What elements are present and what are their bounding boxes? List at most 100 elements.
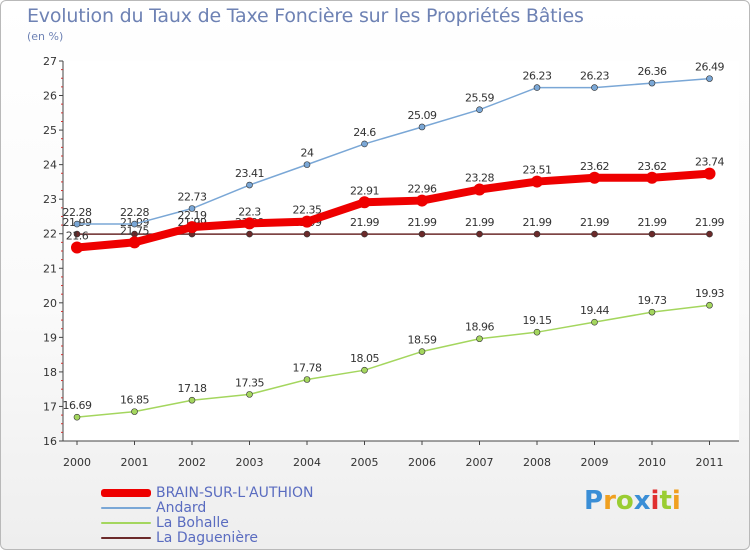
- data-label-andard: 25.59: [465, 92, 494, 105]
- data-label-andard: 26.36: [638, 65, 667, 78]
- series-line-la-bohalle: [76, 304, 711, 418]
- data-point-la-dagueni-re: [73, 230, 81, 238]
- logo-letter: P: [584, 486, 604, 516]
- data-label-brain-sur-l-authion: 23.28: [465, 172, 494, 185]
- data-label-andard: 23.41: [235, 167, 264, 180]
- data-point-la-bohalle: [131, 408, 138, 415]
- data-point-la-dagueni-re: [246, 230, 253, 238]
- data-point-brain-sur-l-authion: [186, 221, 198, 234]
- x-tick-label: 2010: [638, 456, 666, 469]
- data-label-andard: 26.23: [523, 70, 552, 83]
- plot-area: [63, 61, 739, 441]
- data-point-brain-sur-l-authion: [416, 194, 428, 207]
- data-label-brain-sur-l-authion: 22.19: [178, 209, 207, 222]
- data-point-brain-sur-l-authion: [301, 215, 313, 228]
- y-tick-label: 17: [43, 400, 57, 413]
- legend-label: BRAIN-SUR-L'AUTHION: [156, 485, 314, 501]
- data-label-andard: 22.28: [63, 206, 92, 219]
- data-point-la-bohalle: [73, 413, 81, 421]
- data-label-la-bohalle: 19.44: [580, 304, 609, 317]
- legend-swatch: [101, 489, 151, 497]
- y-tick-label: 19: [43, 331, 57, 344]
- data-point-la-bohalle: [188, 396, 196, 404]
- data-point-la-dagueni-re: [361, 230, 368, 238]
- proxiti-logo: Proxiti: [584, 486, 681, 516]
- data-label-la-bohalle: 16.85: [120, 394, 149, 407]
- data-label-la-bohalle: 17.35: [235, 376, 264, 389]
- x-tick-label: 2003: [236, 456, 264, 469]
- data-point-la-bohalle: [303, 376, 311, 383]
- data-label-andard: 22.28: [120, 206, 149, 219]
- data-point-la-bohalle: [476, 335, 483, 343]
- data-point-andard: [591, 84, 598, 91]
- logo-letter: i: [650, 486, 660, 516]
- data-label-brain-sur-l-authion: 23.51: [523, 164, 552, 177]
- series-line-brain-sur-l-authion: [73, 169, 714, 252]
- data-point-andard: [361, 140, 368, 148]
- data-point-la-dagueni-re: [533, 230, 541, 238]
- data-point-brain-sur-l-authion: [588, 171, 601, 184]
- data-point-la-bohalle: [591, 318, 598, 326]
- data-point-andard: [131, 220, 138, 228]
- data-label-la-bohalle: 17.78: [293, 362, 322, 375]
- data-label-la-bohalle: 16.69: [63, 399, 92, 412]
- data-point-andard: [648, 79, 656, 87]
- x-tick-label: 2007: [466, 456, 494, 469]
- logo-letter: r: [603, 486, 616, 516]
- data-point-la-bohalle: [361, 366, 368, 374]
- legend-swatch: [101, 522, 151, 524]
- data-point-brain-sur-l-authion: [703, 167, 716, 180]
- data-point-andard: [73, 220, 81, 228]
- y-tick-label: 26: [43, 90, 57, 103]
- logo-letter: t: [659, 486, 672, 516]
- data-label-andard: 22.73: [178, 191, 207, 204]
- data-point-brain-sur-l-authion: [646, 171, 658, 184]
- y-tick-label: 24: [43, 159, 57, 172]
- data-point-la-bohalle: [418, 348, 426, 355]
- chart-title: Evolution du Taux de Taxe Foncière sur l…: [27, 5, 584, 27]
- data-label-la-bohalle: 18.96: [465, 321, 494, 334]
- chart-subtitle: (en %): [27, 30, 64, 43]
- data-label-la-dagueni-re: 21.99: [523, 216, 552, 229]
- data-point-la-dagueni-re: [648, 230, 656, 238]
- y-tick-label: 18: [43, 366, 57, 379]
- data-label-brain-sur-l-authion: 22.35: [293, 204, 322, 217]
- data-point-la-bohalle: [246, 391, 253, 398]
- y-tick-label: 25: [43, 124, 57, 137]
- data-label-la-bohalle: 19.93: [695, 287, 724, 300]
- legend-swatch: [101, 507, 151, 509]
- data-point-andard: [533, 84, 541, 91]
- data-label-la-bohalle: 17.18: [178, 382, 207, 395]
- series-line-andard: [76, 77, 711, 225]
- legend-swatch: [101, 537, 151, 539]
- logo-letter: i: [671, 486, 681, 516]
- x-tick-label: 2005: [351, 456, 379, 469]
- data-label-brain-sur-l-authion: 23.62: [638, 160, 667, 173]
- data-label-brain-sur-l-authion: 22.3: [238, 205, 261, 218]
- data-label-andard: 24: [301, 147, 314, 160]
- x-tick-label: 2006: [408, 456, 436, 469]
- data-label-brain-sur-l-authion: 22.96: [408, 183, 437, 196]
- x-tick-label: 2009: [581, 456, 609, 469]
- data-label-brain-sur-l-authion: 21.6: [66, 230, 89, 243]
- data-label-brain-sur-l-authion: 23.74: [695, 156, 724, 169]
- x-tick-label: 2008: [523, 456, 551, 469]
- data-label-andard: 25.09: [408, 109, 437, 122]
- legend-label: La Daguenière: [156, 530, 258, 546]
- data-point-brain-sur-l-authion: [243, 217, 256, 230]
- data-label-la-bohalle: 18.05: [350, 352, 379, 365]
- x-tick-label: 2004: [293, 456, 321, 469]
- legend-label: Andard: [156, 500, 207, 516]
- data-label-la-bohalle: 18.59: [408, 334, 437, 347]
- y-tick-label: 16: [43, 435, 57, 448]
- data-point-andard: [418, 123, 426, 131]
- data-point-la-dagueni-re: [706, 230, 713, 238]
- data-point-brain-sur-l-authion: [128, 236, 141, 249]
- data-label-andard: 24.6: [353, 126, 376, 139]
- data-label-la-dagueni-re: 21.99: [465, 216, 494, 229]
- x-tick-label: 2011: [696, 456, 724, 469]
- data-label-andard: 26.49: [695, 61, 724, 74]
- x-tick-label: 2002: [178, 456, 206, 469]
- y-tick-label: 27: [43, 55, 57, 68]
